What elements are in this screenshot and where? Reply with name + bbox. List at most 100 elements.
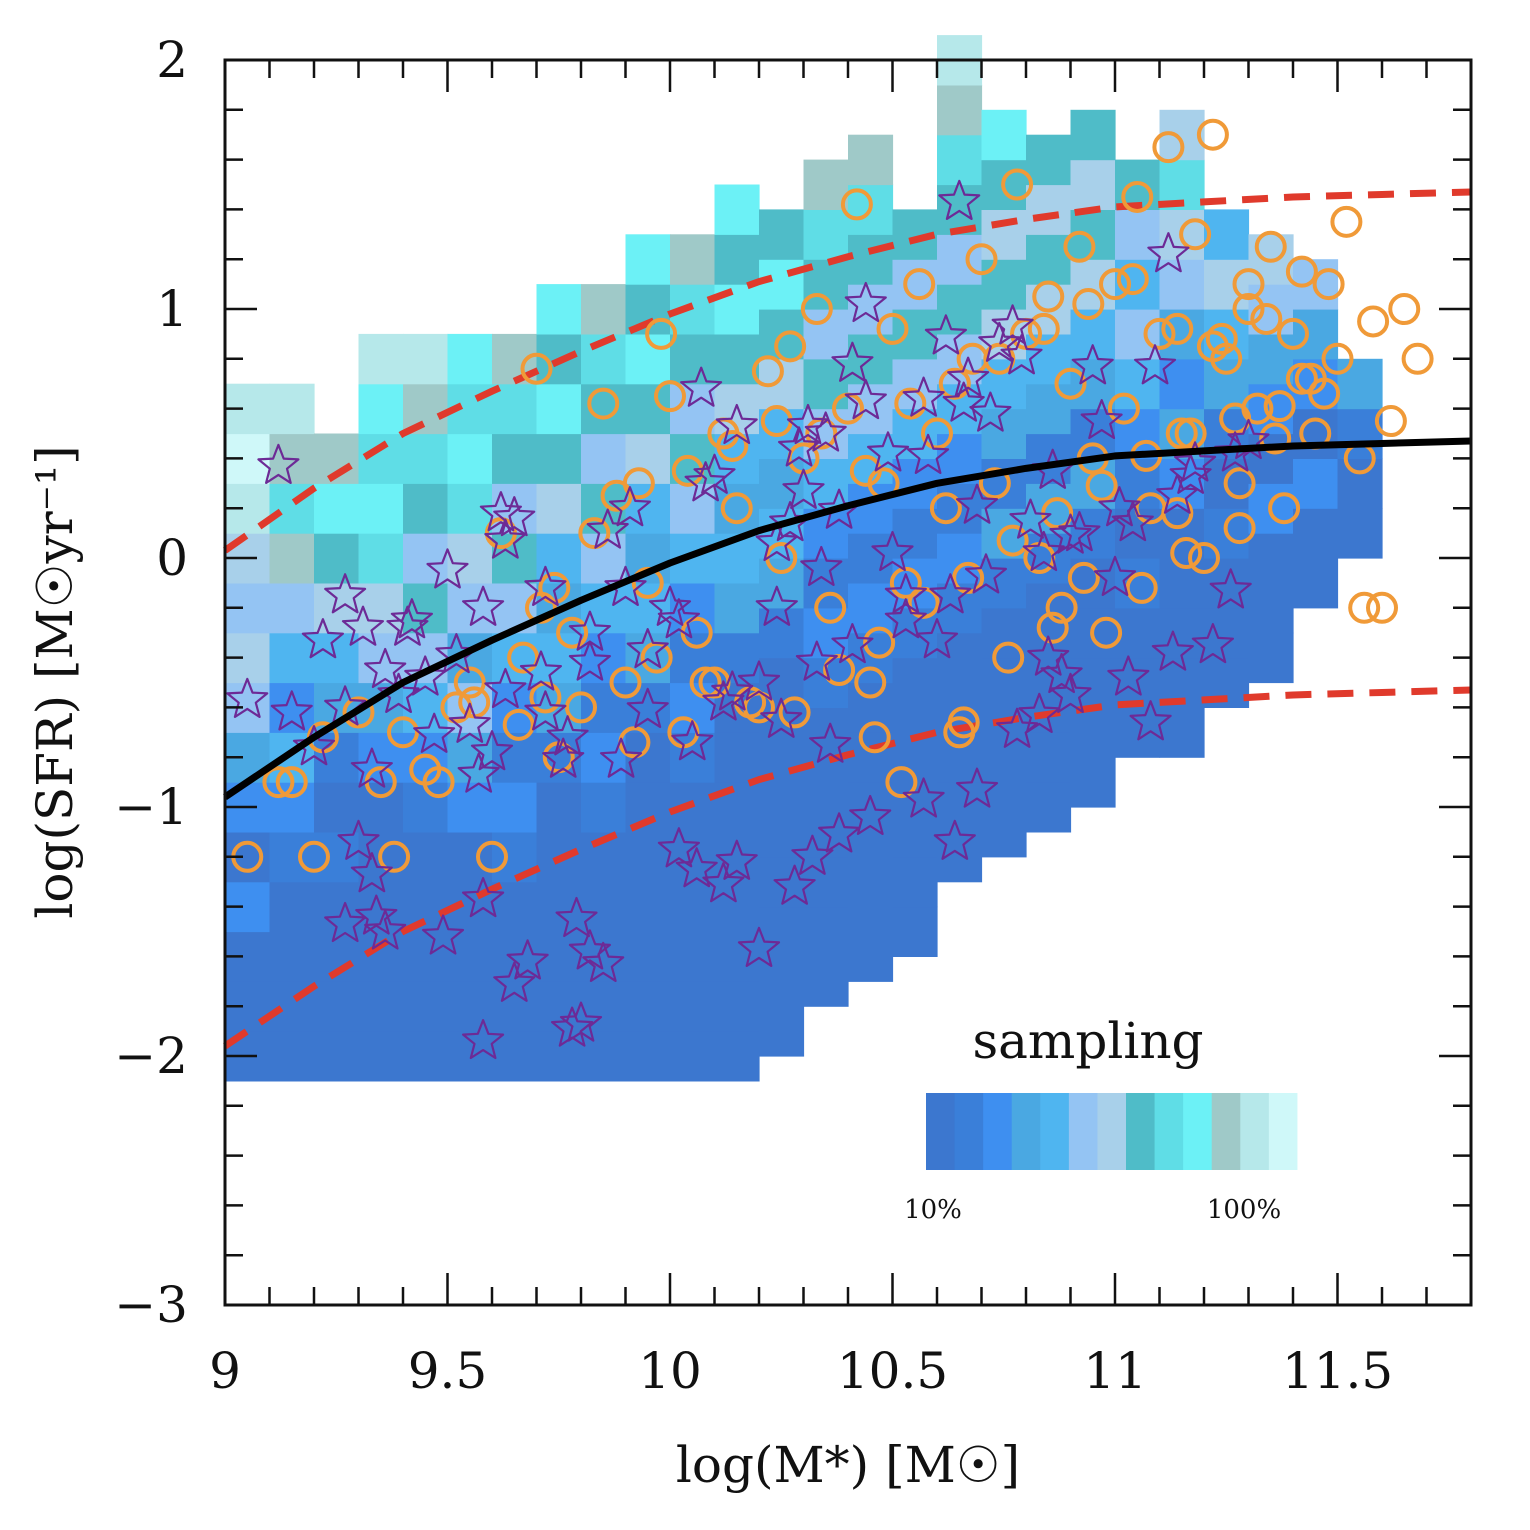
circle-point [929, 492, 962, 525]
heatmap-cell [492, 782, 538, 833]
star-point [884, 598, 927, 639]
x-tick-label: 10 [638, 1342, 702, 1400]
circle-point [1250, 302, 1283, 335]
heatmap-cell [1293, 458, 1339, 509]
circle-point [938, 367, 971, 400]
heatmap-cell [981, 209, 1027, 260]
heatmap-cell [670, 234, 716, 285]
circle-point [1277, 317, 1309, 350]
heatmap-cell [981, 558, 1027, 609]
heatmap-cell [759, 1006, 805, 1057]
x-tick-label: 11 [1083, 1342, 1147, 1400]
heatmap-cell [848, 284, 894, 335]
heatmap-cell [1070, 109, 1116, 161]
lower-bound-line [223, 686, 1472, 1049]
star-point [675, 847, 718, 888]
circle-point [1121, 180, 1154, 213]
axis-ticks [223, 58, 1473, 1307]
heatmap-cell [848, 582, 894, 634]
circle-point [978, 467, 1011, 500]
heatmap-cell [581, 632, 627, 684]
circle-point [476, 840, 508, 873]
circle-point [387, 716, 419, 749]
heatmap-cell [981, 408, 1027, 459]
circle-point [1143, 317, 1176, 350]
circle-point [1161, 312, 1194, 345]
star-point [582, 941, 625, 983]
circle-point [1374, 405, 1407, 438]
heatmap-cell [714, 234, 760, 285]
heatmap-cell [937, 134, 983, 186]
circle-point [587, 387, 620, 420]
star-point [782, 468, 825, 509]
star-point [844, 379, 887, 420]
heatmap-cell [848, 782, 894, 833]
heatmap-cell [269, 881, 315, 933]
heatmap-cell [447, 483, 493, 534]
heatmap-cell [670, 333, 716, 385]
star-point [737, 926, 781, 968]
heatmap-cell [536, 981, 582, 1032]
heatmap-cell [803, 906, 849, 957]
heatmap-cell [1070, 707, 1116, 758]
star-point [1093, 555, 1137, 597]
heatmap-cell [403, 383, 449, 435]
heatmap-cell [581, 433, 627, 484]
heatmap-cell [1026, 184, 1072, 235]
heatmap-cell [892, 508, 938, 559]
heatmap-cell [1248, 333, 1294, 385]
heatmap-cell [892, 807, 938, 858]
circle-point [800, 293, 833, 325]
circle-point [409, 753, 442, 786]
circle-point [1174, 417, 1207, 450]
heatmap-cell [892, 906, 938, 957]
circle-point [716, 429, 749, 462]
star-point [773, 864, 816, 905]
heatmap-cell [447, 433, 493, 484]
circle-point [298, 840, 330, 873]
star-point [1111, 501, 1154, 542]
heatmap-cell [848, 831, 894, 883]
heatmap-cell [358, 483, 404, 534]
legend-swatch [1011, 1093, 1041, 1170]
circle-point [1321, 342, 1354, 375]
heatmap-cell [269, 1031, 315, 1082]
circle-point [840, 188, 873, 221]
star-point [1018, 692, 1061, 734]
heatmap-cell [759, 607, 805, 659]
main-sequence [223, 437, 1472, 800]
heatmap-cell [581, 881, 627, 933]
heatmap-cell [1293, 558, 1339, 609]
star-point [524, 565, 567, 607]
star-point [955, 767, 999, 808]
circle-point [921, 417, 953, 450]
heatmap-cell [358, 333, 404, 385]
star-point [608, 486, 652, 527]
heatmap-cell [1337, 458, 1383, 509]
heatmap-cell [803, 309, 849, 360]
circle-point [1036, 611, 1069, 644]
legend-swatch [1268, 1093, 1298, 1170]
star-point [902, 376, 945, 417]
heatmap-cell [625, 881, 671, 933]
circle-point [1032, 280, 1065, 313]
heatmap-cell [492, 1031, 538, 1082]
x-tick-label: 11.5 [1282, 1342, 1393, 1400]
legend-swatch [1297, 1093, 1327, 1170]
star-point [902, 777, 945, 818]
heatmap-cell [536, 284, 582, 335]
legend-title: sampling [972, 1012, 1203, 1070]
heatmap-cell [759, 757, 805, 808]
heatmap-cell [625, 931, 671, 982]
star-point [1147, 232, 1190, 273]
heatmap-cell [848, 234, 894, 285]
star-point [484, 518, 527, 559]
heatmap-cell [403, 533, 449, 584]
legend-swatch [1240, 1093, 1270, 1170]
circle-point [520, 352, 553, 385]
heatmap-cell [625, 234, 671, 285]
circle-point [507, 641, 540, 674]
circle-point [1170, 537, 1203, 570]
heatmap-cell [625, 1031, 671, 1082]
heatmap-cell [269, 782, 315, 833]
